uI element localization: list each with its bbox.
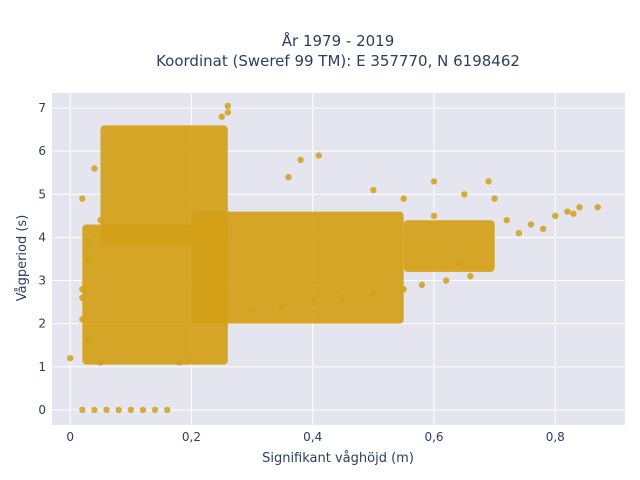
data-point: [91, 406, 98, 414]
data-point: [164, 406, 171, 414]
data-point: [455, 260, 462, 267]
data-point: [139, 406, 147, 414]
y-tick-label: 6: [38, 144, 46, 158]
data-point: [127, 406, 135, 414]
data-point: [570, 210, 577, 217]
data-point: [370, 186, 377, 194]
data-point: [79, 406, 86, 414]
data-point: [115, 406, 122, 414]
chart-title-line1: År 1979 - 2019: [282, 31, 395, 50]
data-point: [79, 195, 86, 202]
data-point: [85, 337, 92, 345]
data-point: [151, 406, 159, 414]
y-tick-label: 5: [38, 187, 46, 201]
data-point: [79, 285, 86, 293]
y-tick-label: 0: [38, 403, 46, 417]
data-point: [400, 285, 407, 293]
data-point: [218, 311, 225, 319]
data-point: [224, 109, 232, 116]
data-point: [97, 359, 104, 366]
dense-region: [191, 211, 404, 324]
y-axis-title: Vågperiod (s): [15, 215, 30, 302]
y-tick-label: 4: [38, 230, 46, 244]
x-tick-label: 0,2: [182, 430, 201, 444]
data-point: [467, 273, 474, 280]
chart-title-line2: Koordinat (Sweref 99 TM): E 357770, N 61…: [156, 52, 520, 70]
data-point: [248, 307, 256, 314]
data-point: [485, 178, 492, 185]
data-point: [491, 195, 498, 202]
data-point: [279, 303, 286, 310]
y-tick-label: 7: [38, 101, 46, 115]
data-point: [503, 216, 510, 224]
x-tick-label: 0,6: [424, 430, 443, 444]
data-point: [564, 208, 571, 215]
dense-point-regions: [82, 125, 495, 365]
x-tick-label: 0,8: [546, 430, 565, 444]
data-point: [418, 281, 426, 289]
data-point: [285, 173, 292, 181]
data-point: [85, 255, 92, 263]
data-point: [79, 316, 86, 323]
tick-labels: 0 0,2 0,4 0,6 0,8 0 1 2 3 4 5 6 7: [38, 101, 564, 444]
data-point: [315, 152, 322, 159]
data-point: [430, 178, 438, 185]
data-point: [442, 277, 450, 284]
data-point: [539, 225, 547, 233]
data-point: [218, 113, 225, 120]
data-point: [400, 195, 407, 202]
data-point: [309, 298, 316, 306]
data-point: [91, 165, 98, 172]
data-point: [176, 359, 183, 366]
y-tick-label: 2: [38, 317, 46, 331]
data-points: [66, 102, 601, 414]
data-point: [461, 191, 468, 198]
data-point: [103, 406, 110, 414]
data-point: [515, 229, 523, 237]
data-point: [297, 156, 304, 164]
y-tick-label: 3: [38, 274, 46, 288]
x-axis-title: Signifikant våghöjd (m): [262, 451, 414, 466]
data-point: [552, 212, 559, 220]
data-point: [527, 221, 535, 228]
data-point: [188, 354, 195, 362]
data-point: [79, 294, 86, 302]
x-tick-label: 0,4: [303, 430, 322, 444]
dense-region: [403, 220, 495, 272]
data-point: [224, 102, 232, 110]
data-point: [594, 204, 601, 211]
data-point: [430, 212, 438, 220]
data-point: [85, 238, 92, 245]
data-point: [97, 216, 104, 224]
data-point: [66, 354, 74, 362]
data-point: [339, 294, 347, 302]
data-point: [576, 204, 583, 211]
x-tick-label: 0: [66, 430, 74, 444]
y-tick-label: 1: [38, 360, 46, 374]
data-point: [370, 290, 377, 297]
